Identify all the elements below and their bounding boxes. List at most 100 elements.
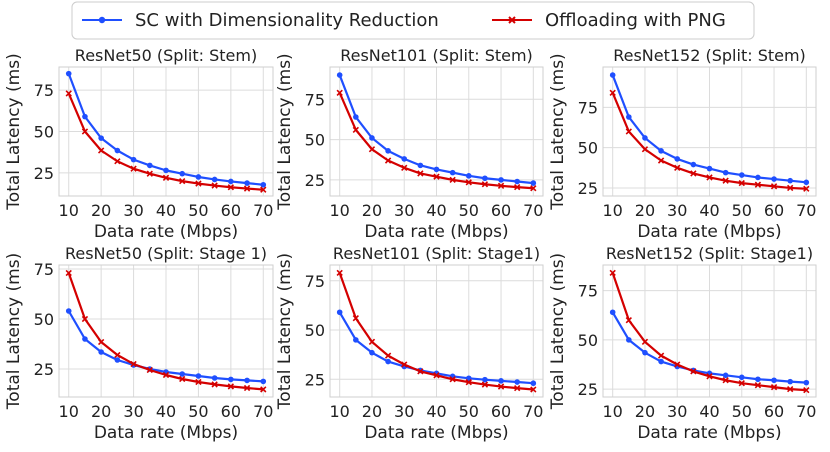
plot-frame [329,264,544,398]
y-tick-label: 75 [578,98,598,117]
data-point [243,384,251,392]
y-tick-label: 25 [34,164,54,183]
data-point [498,177,504,183]
x-tick-label: 20 [91,402,111,421]
legend-label: SC with Dimensionality Reduction [135,10,439,31]
x-tick-label: 40 [699,201,719,220]
x-axis-label: Data rate (Mbps) [94,423,238,443]
data-point [497,182,505,190]
data-point [530,380,537,387]
panel-title: ResNet152 (Split: Stage1) [606,244,813,263]
data-point [787,378,793,385]
data-point [609,89,616,96]
data-point [130,360,137,368]
data-point [243,185,251,192]
data-point [227,184,235,191]
data-point [690,170,697,177]
data-point [195,378,202,386]
data-point [609,309,616,316]
series-sc [336,72,537,186]
x-tick-label: 10 [330,402,350,421]
y-axis-label: Total Latency (ms) [4,253,24,410]
data-point [368,146,376,153]
data-point [352,315,359,322]
y-tick-label: 25 [578,179,598,198]
data-point [401,156,408,162]
gridlines [330,265,543,397]
y-axis-label: Total Latency (ms) [548,253,568,410]
y-tick-label: 75 [305,90,325,109]
data-point [260,181,267,188]
x-tick-label: 10 [603,201,623,220]
x-axis-label: Data rate (Mbps) [637,423,781,443]
data-point [722,177,729,184]
data-point [162,371,170,379]
x-axis-label: Data rate (Mbps) [364,222,508,242]
data-point [114,147,121,154]
data-point [179,371,186,377]
gridlines [59,67,273,196]
data-point [385,148,391,154]
series-png [65,269,267,393]
data-point [657,352,665,359]
data-point [674,361,681,368]
data-point [81,315,89,323]
data-point [369,135,375,141]
data-point [179,375,186,383]
data-point [369,349,375,356]
data-point [738,374,745,381]
x-axis-label: Data rate (Mbps) [637,222,781,242]
series-png [609,269,810,394]
data-point [244,377,250,384]
data-point [738,172,745,178]
data-point [417,162,424,169]
data-point [336,89,343,96]
data-point [497,383,505,390]
data-point [754,181,762,188]
data-point [642,135,648,141]
x-tick-label: 50 [188,201,208,220]
data-point [771,176,777,182]
series-png [336,269,537,393]
panels: 10 20 30 40 50 60 70 25 50 75 Data rate (Mbps) Tota… [4,46,817,443]
data-point [481,181,489,188]
data-point [738,380,745,387]
data-point [146,366,153,374]
data-point [433,372,440,379]
panel-title: ResNet50 (Split: Stage 1) [65,244,267,263]
data-point [353,337,359,343]
data-point [162,174,170,181]
y-tick-label: 50 [34,310,54,329]
data-point [481,381,489,388]
data-point [211,182,218,189]
data-point [227,383,235,390]
x-tick-label: 10 [330,201,350,220]
data-point [417,368,424,375]
x-tick-label: 40 [426,201,446,220]
data-point [658,148,664,154]
data-point [770,383,778,391]
plot-frame [602,264,817,398]
data-point [449,169,456,176]
data-point [244,180,250,186]
data-point [260,186,267,193]
legend-marker [98,16,106,24]
data-point [641,338,649,346]
data-point [97,147,105,154]
y-tick-label: 25 [34,360,54,379]
x-tick-label: 70 [253,402,273,421]
y-tick-label: 75 [34,81,54,100]
x-tick-label: 40 [426,402,446,421]
y-tick-label: 75 [34,260,54,279]
x-tick-label: 70 [523,402,543,421]
data-point [674,156,681,162]
data-point [482,175,488,182]
x-tick-label: 70 [253,201,273,220]
data-point [674,164,681,171]
data-point [146,162,153,169]
x-tick-label: 50 [732,402,752,421]
data-point [465,375,472,382]
legend-label: Offloading with PNG [545,10,726,31]
data-point [722,169,729,176]
plot-frame [329,66,544,197]
